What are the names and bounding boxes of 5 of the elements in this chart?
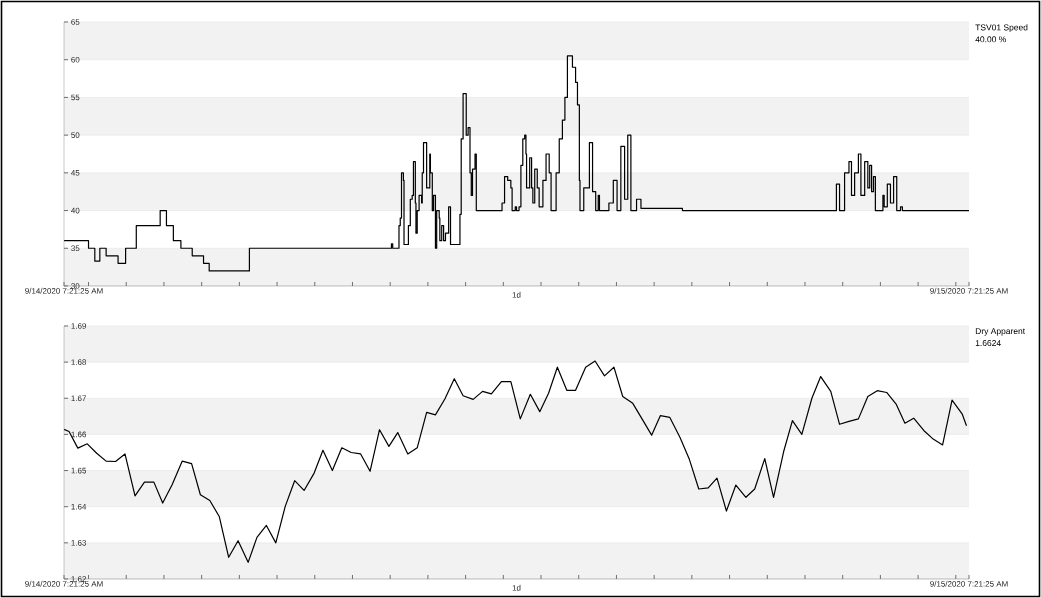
text: 40.00 %	[975, 36, 1006, 43]
line-series	[63, 360, 968, 563]
text: TSV01 Speed	[975, 24, 1028, 33]
text: 1.6624	[975, 340, 1001, 347]
text: Dry Apparent	[975, 328, 1026, 336]
